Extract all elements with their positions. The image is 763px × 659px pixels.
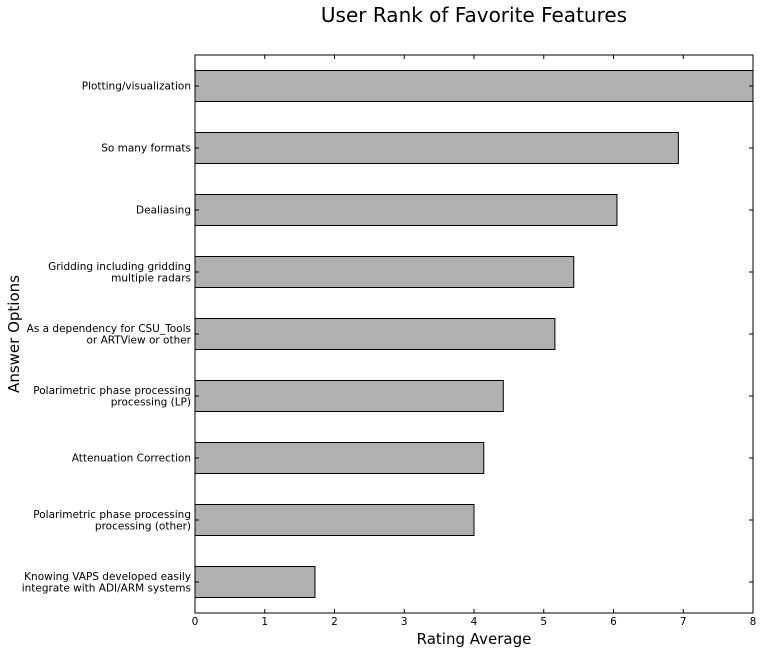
bar — [194, 318, 556, 350]
category-label: Attenuation Correction — [72, 453, 191, 465]
category-label: As a dependency for CSU_Tools or ARTView … — [27, 323, 192, 347]
x-tick-label: 8 — [750, 616, 757, 628]
bar — [194, 194, 618, 226]
y-axis-title: Answer Options — [5, 275, 23, 393]
bar — [194, 256, 575, 288]
x-tick-label: 6 — [610, 616, 617, 628]
category-label: Gridding including gridding multiple rada… — [48, 261, 191, 285]
x-axis-title: Rating Average — [417, 630, 532, 648]
bar — [194, 504, 475, 536]
category-label: So many formats — [101, 143, 191, 155]
category-label: Dealiasing — [136, 205, 191, 217]
x-tick-label: 7 — [680, 616, 687, 628]
x-tick-label: 0 — [192, 616, 199, 628]
x-tick-label: 1 — [261, 616, 268, 628]
bars-layer: Plotting/visualization So many formats Dea… — [22, 70, 754, 598]
ticks-layer: 0 1 2 3 4 5 6 7 8 — [192, 55, 757, 628]
bar — [194, 132, 679, 164]
category-label: Knowing VAPS developed easily integrate w… — [22, 571, 191, 595]
category-label: Plotting/visualization — [82, 81, 191, 93]
x-tick-label: 4 — [471, 616, 478, 628]
x-tick-label: 5 — [540, 616, 547, 628]
bar — [194, 442, 485, 474]
bar — [194, 380, 504, 412]
x-tick-label: 2 — [331, 616, 338, 628]
bar — [194, 566, 316, 598]
category-label: Polarimetric phase processing processing … — [33, 385, 191, 409]
bar — [194, 70, 754, 102]
x-tick-label: 3 — [401, 616, 408, 628]
category-label: Polarimetric phase processing processing … — [33, 509, 191, 533]
chart-title: User Rank of Favorite Features — [321, 3, 627, 27]
